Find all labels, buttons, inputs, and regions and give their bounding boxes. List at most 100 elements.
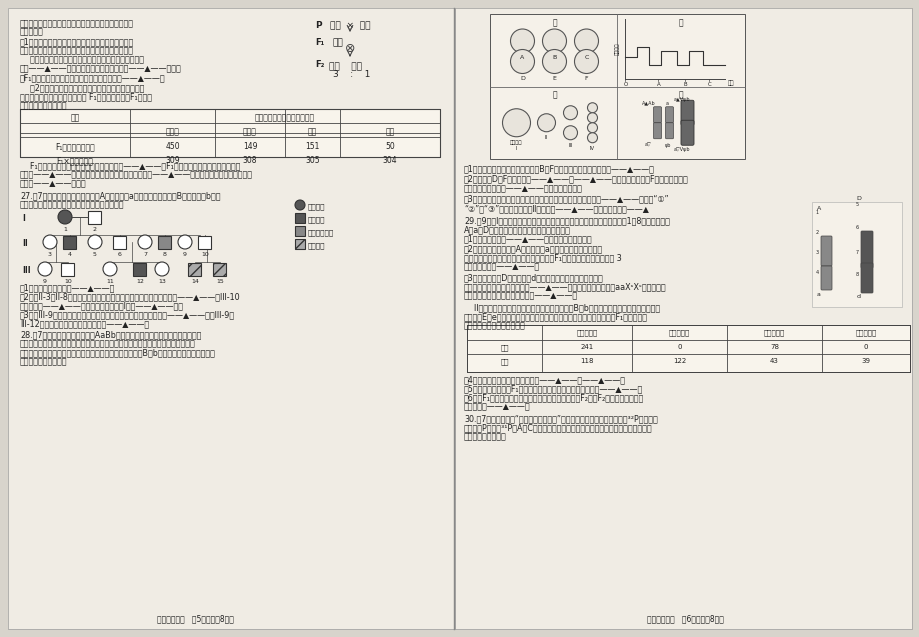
Text: （5）若利于选所，则F₁卷曲棍形果蜗产生的配子基因及比例为——▲——。: （5）若利于选所，则F₁卷曲棍形果蜗产生的配子基因及比例为——▲——。 [463, 384, 642, 393]
Text: 450: 450 [165, 142, 179, 151]
Text: 304: 304 [382, 156, 397, 165]
Text: A: A [656, 82, 660, 87]
Text: IV: IV [589, 146, 595, 151]
Text: 的基因型是——▲——，其疾病基因来自第Ⅰ代的——▲——个。: 的基因型是——▲——，其疾病基因来自第Ⅰ代的——▲——个。 [20, 301, 184, 310]
Text: 8: 8 [163, 252, 166, 257]
Text: A、a、D表示相关基因，请据图回答下列问题：: A、a、D表示相关基因，请据图回答下列问题： [463, 225, 571, 234]
Bar [158, 236, 171, 248]
Text: 葵品种青绿色蛇与白色蛇杂交， F₁均为青绿色。用F₁个体进: 葵品种青绿色蛇与白色蛇杂交， F₁均为青绿色。用F₁个体进 [20, 92, 152, 101]
Circle shape [587, 132, 596, 143]
Text: 28.（7分）下图甲表示基因型为AaBb的某高等动物分裂不同时期的图像，图乙: 28.（7分）下图甲表示基因型为AaBb的某高等动物分裂不同时期的图像，图乙 [20, 330, 201, 339]
FancyBboxPatch shape [820, 266, 831, 290]
Circle shape [542, 50, 566, 73]
Text: 1: 1 [63, 227, 67, 232]
Text: C: C [584, 55, 588, 60]
Text: 241: 241 [580, 344, 593, 350]
Text: 能由——▲——对基因控制，且蓝色对白色为——▲——性状，: 能由——▲——对基因控制，且蓝色对白色为——▲——性状， [20, 64, 182, 73]
Circle shape [88, 235, 102, 249]
Text: 丙: 丙 [551, 90, 556, 99]
Text: a▽: a▽ [644, 143, 652, 148]
Text: 接近于——▲——，由此可以推测：青绿色性状最可能由——▲——对等位基因控制，遗传时符合: 接近于——▲——，由此可以推测：青绿色性状最可能由——▲——对等位基因控制，遗传… [20, 170, 253, 179]
Text: 3: 3 [48, 252, 52, 257]
Text: 青绿色: 青绿色 [165, 127, 179, 136]
Text: III-12近亲结婚，子女中患病的概率是——▲——。: III-12近亲结婚，子女中患病的概率是——▲——。 [20, 319, 149, 328]
FancyBboxPatch shape [680, 100, 693, 125]
Circle shape [537, 114, 555, 132]
Text: B: B [683, 82, 686, 87]
Text: （1）甲病的遗传方式是——▲——。: （1）甲病的遗传方式是——▲——。 [20, 283, 115, 292]
Text: 5: 5 [855, 201, 857, 206]
Text: 6: 6 [118, 252, 122, 257]
Text: 甲: 甲 [551, 18, 556, 27]
Circle shape [43, 235, 57, 249]
Text: a▽Vψb: a▽Vψb [674, 147, 690, 152]
Text: 118: 118 [580, 358, 593, 364]
Text: （1）在不考虑变异的情况下，图甲B～F中含有同源某色体的细胞有——▲——。: （1）在不考虑变异的情况下，图甲B～F中含有同源某色体的细胞有——▲——。 [463, 164, 654, 173]
Text: 7: 7 [855, 250, 857, 255]
Text: 白色: 白色 [385, 127, 394, 136]
FancyBboxPatch shape [820, 236, 831, 266]
Text: 6: 6 [855, 224, 857, 229]
Text: 传规律，科研人员进行了相关杂交实验。请分析并回答: 传规律，科研人员进行了相关杂交实验。请分析并回答 [20, 19, 134, 28]
Text: （3）已知红眼（D）对白眼（d）为显性，基因在某色体上的位: （3）已知红眼（D）对白眼（d）为显性，基因在某色体上的位 [463, 273, 603, 282]
Text: “②”或“③”），图丙中细胞Ⅱ的名称是——▲——，其基因组成是——▲: “②”或“③”），图丙中细胞Ⅱ的名称是——▲——，其基因组成是——▲ [463, 204, 648, 213]
FancyBboxPatch shape [295, 239, 305, 249]
Text: II、果蜗的卷曲觧与正常翼为一对相对性状（由B、b控制），棍形与团纮为另一对相对: II、果蜗的卷曲觧与正常翼为一对相对性状（由B、b控制），棍形与团纮为另一对相对 [463, 303, 660, 312]
Text: （4）亲代卷曲果蜗的基因型分别为——▲——、——▲——。: （4）亲代卷曲果蜗的基因型分别为——▲——、——▲——。 [463, 375, 625, 384]
Circle shape [587, 113, 596, 123]
Circle shape [587, 103, 596, 113]
FancyBboxPatch shape [664, 107, 673, 123]
Bar [63, 236, 76, 248]
FancyBboxPatch shape [860, 231, 872, 268]
Text: 蓝色: 蓝色 [333, 38, 344, 47]
Text: 雌绳: 雌绳 [500, 358, 508, 364]
Text: 乙病男性: 乙病男性 [308, 242, 325, 248]
Circle shape [138, 235, 152, 249]
Text: 5: 5 [93, 252, 96, 257]
Text: （1）研究者用某一品种的婿葵实验时发现，将纯合的: （1）研究者用某一品种的婿葵实验时发现，将纯合的 [20, 37, 134, 46]
Circle shape [58, 210, 72, 224]
Text: 的基因型如图所示的雄果蜗与雌果蜗交配，F₁的灰色果蜗中含合子数占 3: 的基因型如图所示的雄果蜗与雌果蜗交配，F₁的灰色果蜗中含合子数占 3 [463, 253, 621, 262]
Circle shape [587, 123, 596, 132]
Circle shape [38, 262, 52, 276]
Circle shape [177, 235, 192, 249]
Text: 图解，图丁表示某细胞中某色体与基因的位置关系，其中，B、b基因所在的某色体是性某色: 图解，图丁表示某细胞中某色体与基因的位置关系，其中，B、b基因所在的某色体是性某… [20, 348, 216, 357]
Text: 始原细胞: 始原细胞 [510, 140, 522, 145]
Text: （2）研究者用另一品种的婿葵实验时发现将纯合的婿: （2）研究者用另一品种的婿葵实验时发现将纯合的婿 [20, 83, 144, 92]
FancyBboxPatch shape [652, 123, 661, 139]
Text: 甲病男性: 甲病男性 [308, 216, 325, 222]
Text: ψb: ψb [664, 143, 670, 148]
Text: 11: 11 [106, 279, 114, 284]
Text: a: a [816, 292, 820, 297]
Bar [490, 14, 744, 159]
Text: D: D [856, 196, 860, 201]
Text: 蓝色: 蓝色 [308, 127, 317, 136]
Text: F₁×亲本白色蛇: F₁×亲本白色蛇 [56, 156, 94, 165]
Text: III: III [22, 266, 30, 275]
Bar [88, 210, 101, 224]
Text: 10: 10 [64, 279, 72, 284]
Circle shape [573, 50, 598, 73]
Text: （1）图示细胞代表——▲——性果蜗的某色体图解。: （1）图示细胞代表——▲——性果蜗的某色体图解。 [463, 234, 592, 243]
Text: 7: 7 [142, 252, 147, 257]
Text: 种遗传病的系谱图。请据图分析并回答下列问题：: 种遗传病的系谱图。请据图分析并回答下列问题： [20, 200, 124, 209]
Circle shape [103, 262, 117, 276]
Text: （3）若III-9与一个表现正常的男性结婚，生下患甲病女孩的概率是——▲——，若III-9与: （3）若III-9与一个表现正常的男性结婚，生下患甲病女孩的概率是——▲——，若… [20, 310, 235, 319]
Text: II: II [544, 135, 548, 140]
FancyBboxPatch shape [680, 120, 693, 145]
Text: 0: 0 [676, 344, 681, 350]
Text: 122: 122 [672, 358, 686, 364]
Text: （3）若图丁中细胞是图丙中的某个细胞，则对应于图丙中的细胞——▲——（选填“①”: （3）若图丁中细胞是图丙中的某个细胞，则对应于图丙中的细胞——▲——（选填“①” [463, 194, 669, 203]
Circle shape [562, 125, 577, 140]
Text: 309: 309 [165, 156, 179, 165]
FancyBboxPatch shape [652, 107, 661, 123]
Text: ⊗: ⊗ [345, 41, 355, 55]
Text: 析并回答相关问题：: 析并回答相关问题： [463, 432, 506, 441]
Text: 雄绳: 雄绳 [500, 344, 508, 350]
Text: 体的比例是——▲——。: 体的比例是——▲——。 [463, 402, 530, 411]
Text: 目如下表，请据此分析回答：: 目如下表，请据此分析回答： [463, 321, 525, 330]
Text: 3: 3 [814, 250, 818, 255]
FancyBboxPatch shape [188, 262, 201, 275]
Text: 149: 149 [243, 142, 257, 151]
Text: 性状（由E、e控制），现有卷曲棍形果蜗雄与卷曲团纮孕蜗杂交，得到F₁表现型和数: 性状（由E、e控制），现有卷曲棍形果蜗雄与卷曲团纮孕蜗杂交，得到F₁表现型和数 [463, 312, 647, 321]
